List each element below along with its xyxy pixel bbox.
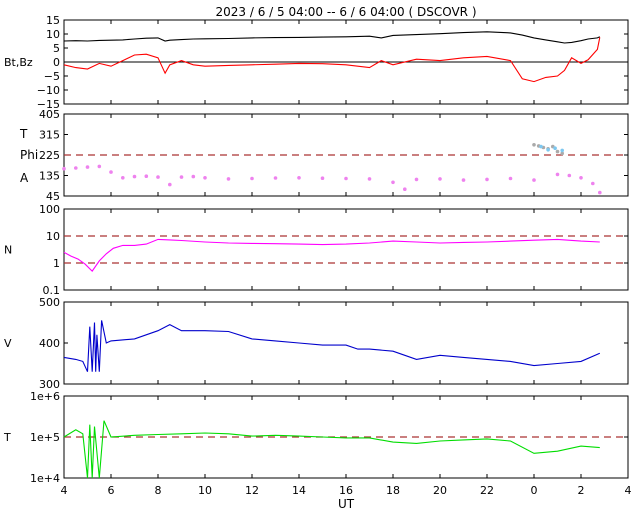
y-tick-label: −10: [37, 84, 60, 97]
data-point-phi: [532, 143, 536, 147]
data-point-a: [74, 166, 78, 170]
data-point-t: [539, 144, 543, 149]
y-tick-label: 15: [46, 14, 60, 27]
data-point-a: [555, 172, 560, 177]
y-tick-label: 1e+6: [30, 390, 60, 403]
y-tick-label: 100: [39, 203, 60, 216]
y-tick-label: −15: [37, 98, 60, 111]
data-point-a: [532, 178, 536, 182]
y-tick-label: 1e+5: [30, 431, 60, 444]
y-axis-label: T: [19, 127, 28, 141]
data-point-phi: [555, 149, 560, 154]
chart-panels: 151050−5−10−15Bt,Bz40531522513545TPhiA10…: [3, 14, 632, 497]
x-tick-label: 14: [292, 484, 306, 497]
data-point-a: [121, 176, 125, 180]
data-point-a: [391, 180, 395, 185]
y-axis-label: T: [3, 431, 11, 444]
data-point-a: [168, 182, 172, 187]
x-tick-label: 18: [386, 484, 400, 497]
data-point-phi: [560, 151, 564, 156]
data-point-t: [546, 148, 550, 152]
series-line-bz: [63, 37, 601, 83]
y-tick-label: 225: [39, 149, 60, 162]
panel-density: 100 10 1 0.1 N: [4, 203, 629, 297]
x-tick-label: 0: [531, 484, 538, 497]
chart-title: 2023 / 6 / 5 04:00 -- 6 / 6 04:00 ( DSCO…: [216, 5, 477, 19]
data-point-a: [62, 166, 66, 171]
data-point-a: [203, 176, 207, 180]
data-point-a: [250, 176, 254, 181]
data-point-a: [438, 177, 442, 181]
y-tick-label: 45: [46, 190, 60, 203]
panel-frame: [63, 301, 629, 385]
y-tick-label: 300: [39, 378, 60, 391]
data-point-a: [273, 176, 278, 180]
data-point-a: [461, 178, 466, 182]
y-axis-label: Phi: [20, 148, 38, 162]
data-point-a: [132, 174, 137, 179]
y-tick-label: 0: [53, 56, 60, 69]
data-point-t: [560, 148, 564, 153]
y-tick-label: −5: [44, 70, 60, 83]
y-axis-label: Bt,Bz: [4, 56, 33, 69]
x-tick-label: 10: [198, 484, 212, 497]
x-tick-label: 6: [108, 484, 115, 497]
x-tick-label: 4: [625, 484, 632, 497]
data-point-a: [226, 177, 231, 181]
x-tick-label: 20: [433, 484, 447, 497]
x-tick-label: 16: [339, 484, 353, 497]
series-line-temperature: [63, 420, 600, 479]
x-tick-label: 8: [155, 484, 162, 497]
y-tick-label: 10: [46, 230, 60, 243]
y-tick-label: 1: [53, 257, 60, 270]
x-tick-label: 4: [61, 484, 68, 497]
panel-frame: [63, 208, 629, 291]
y-tick-label: 400: [39, 337, 60, 350]
panel-speed: 500 400 300 V: [4, 296, 629, 391]
data-point-a: [403, 187, 407, 191]
data-point-a: [591, 181, 595, 186]
data-point-a: [414, 177, 419, 182]
y-tick-label: 1e+4: [30, 472, 60, 485]
data-point-a: [579, 176, 583, 180]
panel-angles: 405 315 225 135 45 T Phi A: [19, 108, 629, 203]
panel-temperature: 4 6 8 10 12 14 16 18 20 22 0 2 4 1e+6 1e+5 1e+4 T: [3, 390, 632, 497]
y-axis-label: N: [4, 244, 12, 257]
data-point-a: [344, 176, 348, 181]
data-point-a: [85, 165, 90, 169]
y-tick-label: 500: [39, 296, 60, 309]
series-line-bt: [63, 31, 601, 44]
y-tick-label: 135: [39, 170, 60, 183]
data-point-a: [367, 177, 372, 181]
y-tick-label: 10: [46, 28, 60, 41]
series-line-density: [63, 238, 600, 272]
data-point-a: [156, 175, 160, 179]
series-line-speed: [63, 320, 601, 372]
y-tick-label: 405: [39, 108, 60, 121]
y-tick-label: 5: [53, 42, 60, 55]
x-tick-label: 22: [480, 484, 494, 497]
y-tick-label: 315: [39, 129, 60, 142]
data-point-a: [508, 176, 513, 181]
y-axis-label: A: [20, 171, 29, 185]
data-point-a: [485, 177, 489, 182]
x-tick-label: 2: [578, 484, 585, 497]
x-axis-label: UT: [338, 497, 355, 511]
data-point-t: [553, 146, 557, 150]
data-point-a: [109, 170, 113, 174]
data-point-a: [598, 190, 602, 195]
data-point-a: [297, 176, 301, 180]
y-axis-label: V: [4, 337, 12, 350]
data-point-a: [191, 174, 196, 179]
data-point-a: [320, 176, 325, 180]
data-point-a: [567, 173, 572, 178]
data-point-a: [179, 175, 184, 179]
data-point-a: [144, 174, 149, 178]
x-tick-label: 12: [245, 484, 259, 497]
y-tick-label: 0.1: [43, 284, 61, 297]
data-point-a: [97, 164, 102, 169]
